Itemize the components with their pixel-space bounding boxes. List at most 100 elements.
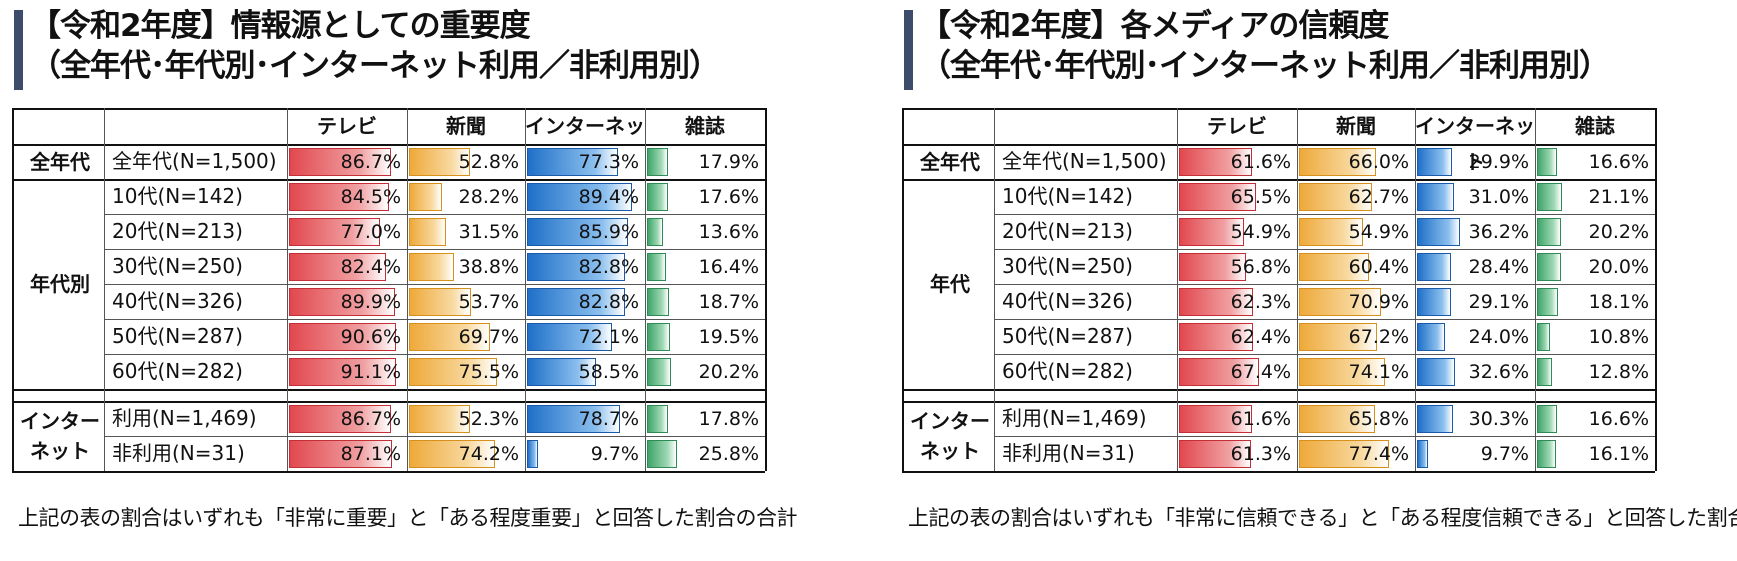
row-divider — [104, 354, 765, 355]
value-magazine: 19.5% — [698, 326, 759, 348]
value-newspaper: 38.8% — [458, 256, 519, 278]
column-header-newspaper: 新聞 — [1336, 114, 1376, 138]
panel-title: 【令和2年度】情報源としての重要度 （全年代･年代別･インターネット利用／非利用… — [30, 6, 720, 86]
row-label: 非利用(N=31) — [1002, 441, 1135, 465]
group-bottom-border — [12, 471, 765, 473]
column-divider — [645, 108, 646, 471]
value-newspaper: 74.2% — [458, 443, 519, 465]
value-newspaper: 69.7% — [458, 326, 519, 348]
bar-tv — [289, 358, 397, 386]
row-label: 30代(N=250) — [112, 254, 243, 278]
value-magazine: 10.8% — [1588, 326, 1649, 348]
value-tv: 82.4% — [340, 256, 401, 278]
bar-internet — [527, 323, 613, 351]
column-header-internet: インターネット — [525, 114, 645, 174]
row-divider — [994, 214, 1655, 215]
bar-internet — [527, 405, 620, 433]
value-newspaper: 54.9% — [1348, 221, 1409, 243]
value-internet: 30.3% — [1468, 408, 1529, 430]
importance-panel: 【令和2年度】情報源としての重要度 （全年代･年代別･インターネット利用／非利用… — [0, 0, 860, 561]
value-tv: 90.6% — [340, 326, 401, 348]
value-internet: 31.0% — [1468, 186, 1529, 208]
column-divider — [1415, 108, 1416, 471]
value-tv: 86.7% — [340, 408, 401, 430]
value-newspaper: 60.4% — [1348, 256, 1409, 278]
bar-internet — [527, 183, 633, 211]
value-internet: 85.9% — [578, 221, 639, 243]
value-tv: 67.4% — [1230, 361, 1291, 383]
group-label: 年代別 — [30, 272, 90, 296]
column-divider — [1177, 108, 1178, 471]
footnote: 上記の表の割合はいずれも「非常に重要」と「ある程度重要」と回答した割合の合計 — [18, 506, 798, 530]
table-top-border — [902, 108, 1655, 110]
group-top-border — [902, 401, 1655, 403]
group-label: 年代 — [930, 272, 970, 296]
value-internet: 58.5% — [578, 361, 639, 383]
bar-magazine — [1537, 218, 1561, 246]
row-label: 全年代(N=1,500) — [1002, 149, 1167, 173]
table-top-border — [12, 108, 765, 110]
value-internet: 32.6% — [1468, 361, 1529, 383]
value-magazine: 17.9% — [698, 151, 759, 173]
value-internet: 9.7% — [1480, 443, 1529, 465]
bar-tv — [1179, 288, 1253, 316]
value-tv: 77.0% — [340, 221, 401, 243]
bar-tv — [289, 323, 396, 351]
value-tv: 62.3% — [1230, 291, 1291, 313]
bar-magazine — [1537, 253, 1561, 281]
trust-table: テレビ 新聞 インターネット 雑誌 全年代 全年代(N=1,500) 61.6% 66.0% 2… — [902, 108, 1737, 484]
value-newspaper: 77.4% — [1348, 443, 1409, 465]
column-divider — [287, 108, 288, 471]
value-internet: 36.2% — [1468, 221, 1529, 243]
bar-newspaper — [1299, 253, 1370, 281]
bar-internet — [527, 253, 625, 281]
bar-newspaper — [409, 218, 446, 246]
trust-panel: 【令和2年度】各メディアの信頼度 （全年代･年代別･インターネット利用／非利用別… — [890, 0, 1737, 561]
bar-magazine — [647, 288, 670, 316]
group-column-divider — [104, 108, 105, 471]
group-label: 全年代 — [920, 149, 980, 174]
row-divider — [104, 319, 765, 320]
bar-magazine — [647, 358, 671, 386]
value-newspaper: 28.2% — [458, 186, 519, 208]
bar-tv — [289, 183, 389, 211]
title-line-1: 【令和2年度】情報源としての重要度 — [30, 8, 531, 44]
value-newspaper: 74.1% — [1348, 361, 1409, 383]
value-magazine: 16.6% — [1588, 408, 1649, 430]
value-tv: 91.1% — [340, 361, 401, 383]
value-tv: 61.6% — [1230, 408, 1291, 430]
row-label: 40代(N=326) — [112, 289, 243, 313]
row-label: 10代(N=142) — [1002, 184, 1133, 208]
bar-internet — [1417, 183, 1454, 211]
value-newspaper: 66.0% — [1348, 151, 1409, 173]
group-label: インター ネット — [910, 408, 990, 464]
bar-magazine — [1537, 358, 1553, 386]
bar-newspaper — [409, 405, 470, 433]
value-internet: 82.8% — [578, 291, 639, 313]
row-divider — [104, 249, 765, 250]
value-tv: 84.5% — [340, 186, 401, 208]
value-newspaper: 52.8% — [458, 151, 519, 173]
title-line-2: （全年代･年代別･インターネット利用／非利用別） — [920, 48, 1610, 84]
value-internet: 77.3% — [578, 151, 639, 173]
value-newspaper: 67.2% — [1348, 326, 1409, 348]
value-internet: 89.4% — [578, 186, 639, 208]
row-divider — [994, 284, 1655, 285]
group-bottom-border — [12, 389, 765, 391]
column-header-magazine: 雑誌 — [1575, 114, 1615, 138]
group-bottom-border — [902, 471, 1655, 473]
value-magazine: 17.6% — [698, 186, 759, 208]
value-magazine: 12.8% — [1588, 361, 1649, 383]
group-column-divider — [994, 108, 995, 471]
group-top-border — [12, 144, 765, 146]
bar-magazine — [647, 148, 669, 176]
value-tv: 61.6% — [1230, 151, 1291, 173]
bar-newspaper — [409, 148, 471, 176]
row-divider — [994, 354, 1655, 355]
bar-tv — [1179, 183, 1257, 211]
row-label: 全年代(N=1,500) — [112, 149, 277, 173]
value-magazine: 16.6% — [1588, 151, 1649, 173]
bar-newspaper — [409, 323, 490, 351]
value-newspaper: 65.8% — [1348, 408, 1409, 430]
bar-internet — [1417, 323, 1446, 351]
